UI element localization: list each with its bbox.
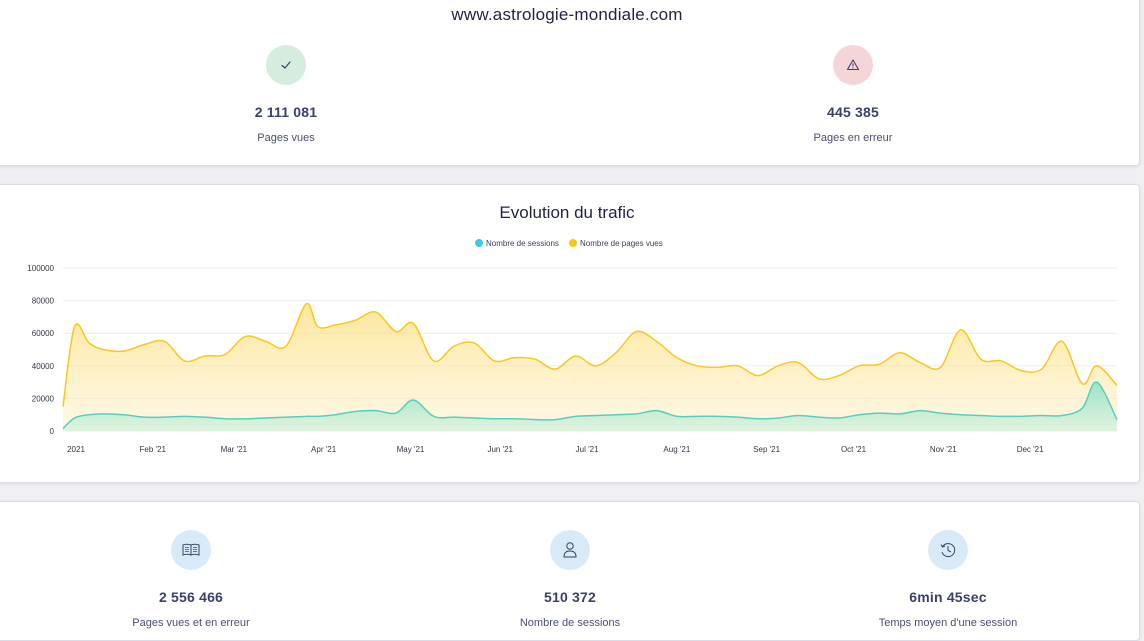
x-tick-label: Aug '21 [663, 445, 690, 454]
x-tick-label: Feb '21 [140, 445, 167, 454]
stat-pages-vues: 2 111 081 Pages vues [166, 45, 406, 144]
y-tick-label: 20000 [32, 394, 55, 403]
temps-moyen-value: 6min 45sec [909, 589, 987, 605]
y-tick-label: 40000 [32, 362, 55, 371]
nombre-de-sessions-label: Nombre de sessions [519, 617, 621, 629]
warning-icon [833, 45, 873, 85]
x-tick-label: Jun '21 [487, 445, 513, 454]
clock-history-icon [928, 530, 968, 570]
pages-vues-et-en-erreur-label: Pages vues et en erreur [132, 617, 250, 629]
traffic-chart-card: Evolution du trafic 0 20000 40000 60000 8000… [0, 184, 1140, 483]
user-icon [550, 530, 590, 570]
legend-swatch [569, 239, 577, 247]
x-tick-label: Nov '21 [930, 445, 957, 454]
x-tick-label: Mar '21 [221, 445, 248, 454]
site-title: www.astrologie-mondiale.com [451, 5, 683, 24]
check-icon [266, 45, 306, 85]
pages-vues-label: Pages vues [257, 132, 315, 144]
x-tick-label: Dec '21 [1017, 445, 1044, 454]
series-area-sessions [63, 381, 1117, 431]
y-tick-label: 100000 [27, 264, 54, 273]
pages-vues-et-en-erreur-value: 2 556 466 [158, 589, 224, 605]
stat-pages-vues-et-en-erreur: 2 556 466 Pages vues et en erreur [71, 530, 311, 629]
summary-card: www.astrologie-mondiale.com 2 111 081 Pa… [0, 0, 1140, 166]
stat-nombre-de-sessions: 510 372 Nombre de sessions [450, 530, 690, 629]
series-line-pages-vues [62, 303, 1118, 407]
x-tick-label: Sep '21 [753, 445, 780, 454]
x-tick-label: May '21 [397, 445, 425, 454]
nombre-de-sessions-value: 510 372 [543, 589, 596, 605]
y-tick-label: 60000 [32, 329, 55, 338]
series-area-pages-vues [63, 303, 1117, 431]
traffic-area-chart: 0 20000 40000 60000 80000 100000 2021 Feb '21 Ma… [27, 239, 1118, 454]
pages-en-erreur-value: 445 385 [826, 104, 879, 120]
stat-pages-en-erreur: 445 385 Pages en erreur [733, 45, 973, 144]
stat-temps-moyen: 6min 45sec Temps moyen d'une session [828, 530, 1068, 629]
x-tick-label: Jul '21 [576, 445, 599, 454]
legend-swatch [475, 239, 483, 247]
x-tick-label: Oct '21 [841, 445, 867, 454]
pages-vues-value: 2 111 081 [254, 104, 318, 120]
x-tick-label: 2021 [67, 445, 85, 454]
y-tick-label: 80000 [32, 297, 55, 306]
temps-moyen-label: Temps moyen d'une session [878, 617, 1018, 629]
y-tick-label: 0 [50, 427, 55, 436]
x-tick-label: Apr '21 [311, 445, 337, 454]
pages-en-erreur-label: Pages en erreur [813, 132, 893, 144]
series-line-sessions [62, 381, 1118, 430]
chart-title: Evolution du trafic [499, 203, 635, 222]
legend-label: Nombre de sessions [486, 239, 559, 248]
book-icon [171, 530, 211, 570]
legend-label: Nombre de pages vues [580, 239, 663, 248]
sessions-card: 2 556 466 Pages vues et en erreur 510 37… [0, 501, 1140, 641]
